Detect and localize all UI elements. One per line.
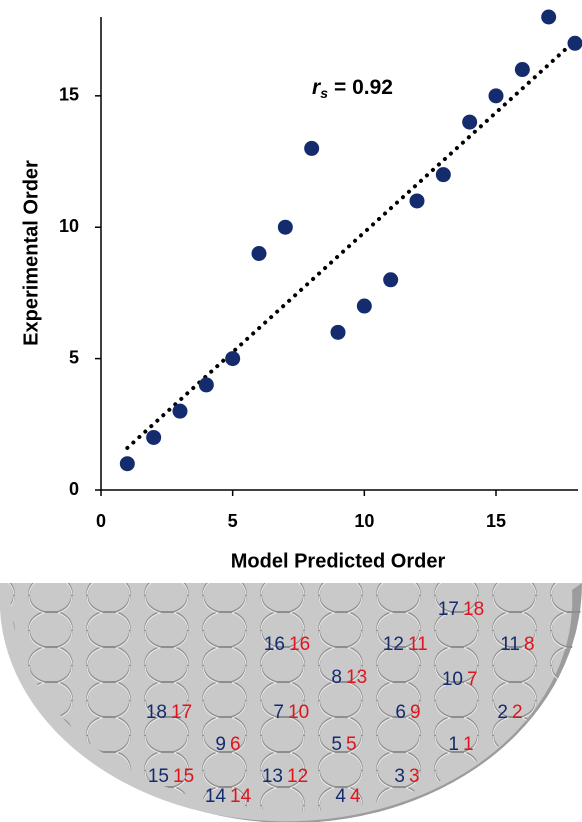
data-point [172, 403, 188, 419]
red-label: 9 [410, 702, 421, 723]
y-tick-label: 10 [59, 216, 79, 236]
data-point [409, 193, 425, 209]
plot: Model Predicted Order Experimental Order… [20, 9, 582, 572]
data-point [488, 88, 504, 104]
blue-label: 10 [442, 669, 463, 690]
red-label: 8 [524, 634, 535, 655]
data-point [198, 377, 214, 393]
red-label: 11 [408, 634, 428, 655]
red-label: 16 [289, 634, 310, 655]
blue-label: 13 [262, 766, 283, 787]
trendline [125, 38, 577, 450]
red-label: 10 [288, 702, 309, 723]
x-axis-title: Model Predicted Order [231, 550, 446, 572]
data-point [304, 140, 320, 156]
data-point [514, 62, 530, 78]
data-point [567, 35, 582, 51]
data-point [330, 324, 346, 340]
blue-label: 15 [148, 766, 169, 787]
data-point [251, 246, 267, 261]
red-label: 12 [287, 766, 308, 787]
red-label: 15 [173, 766, 194, 787]
data-point [356, 298, 372, 314]
data-point [277, 219, 293, 235]
red-label: 6 [230, 734, 241, 755]
annotation-text: = 0.92 [334, 76, 393, 99]
blue-label: 1 [448, 734, 459, 755]
blue-label: 11 [500, 634, 520, 655]
blue-label: 2 [497, 702, 508, 723]
red-label: 3 [409, 766, 420, 787]
x-tick-label: 15 [486, 511, 506, 531]
red-label: 4 [350, 786, 361, 807]
blue-label: 6 [395, 702, 406, 723]
blue-label: 18 [146, 702, 167, 723]
data-point [225, 351, 241, 367]
blue-label: 14 [205, 786, 227, 807]
blue-label: 12 [383, 634, 404, 655]
annotation-symbol: r [312, 76, 322, 99]
y-tick-label: 5 [69, 347, 79, 367]
x-tick-label: 5 [228, 511, 238, 531]
blue-label: 4 [335, 786, 346, 807]
y-tick-label: 15 [59, 85, 79, 105]
data-point [462, 114, 478, 130]
annotation-subscript: s [320, 85, 328, 101]
red-label: 1 [463, 734, 474, 755]
red-label: 7 [467, 669, 478, 690]
y-axis-title: Experimental Order [20, 160, 42, 346]
red-label: 13 [346, 667, 367, 688]
blue-label: 16 [264, 634, 285, 655]
data-point [435, 167, 451, 183]
blue-label: 5 [331, 734, 342, 755]
blue-label: 17 [438, 599, 459, 620]
data-point [383, 272, 399, 288]
blue-label: 3 [394, 766, 405, 787]
blue-label: 8 [331, 667, 342, 688]
blue-label: 7 [273, 702, 284, 723]
data-point [146, 429, 162, 445]
red-label: 18 [463, 599, 484, 620]
x-tick-label: 10 [354, 511, 374, 531]
red-label: 17 [171, 702, 192, 723]
data-point [541, 9, 557, 25]
data-point [119, 456, 135, 472]
y-tick-label: 0 [69, 479, 79, 499]
annotation: rs = 0.92 [312, 76, 393, 101]
red-label: 14 [230, 786, 252, 807]
red-label: 5 [346, 734, 357, 755]
x-tick-label: 0 [96, 511, 106, 531]
blue-label: 9 [215, 734, 226, 755]
red-label: 2 [512, 702, 523, 723]
